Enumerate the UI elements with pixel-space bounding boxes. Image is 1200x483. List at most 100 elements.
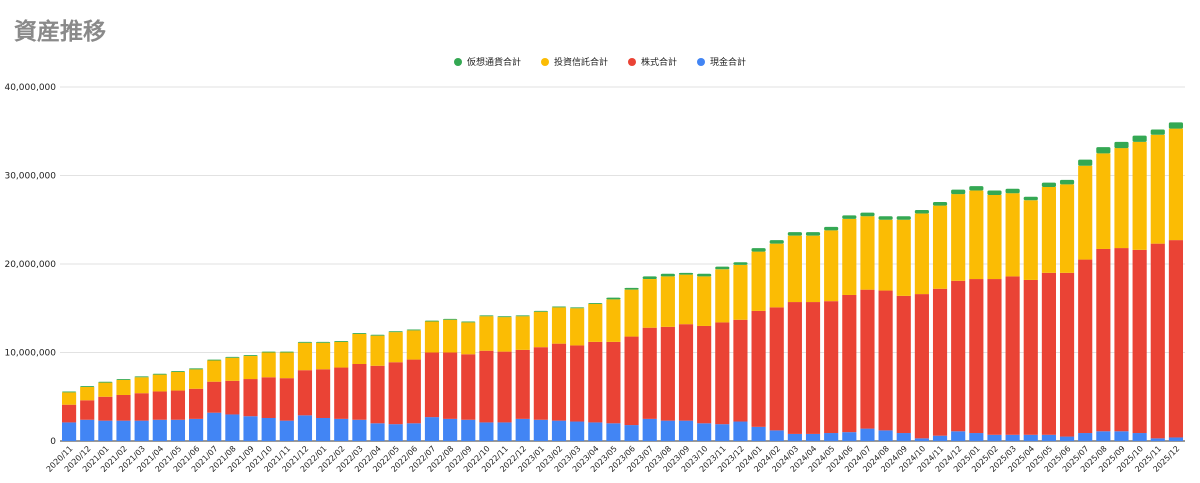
bar-segment — [969, 279, 984, 434]
bar-segment — [1168, 240, 1184, 438]
legend-label-stocks: 株式合計 — [641, 58, 678, 68]
chart-legend: 仮想通貨合計 投資信託合計 株式合計 現金合計 — [0, 55, 1200, 68]
bar-segment — [261, 351, 276, 353]
bar-segment — [497, 351, 512, 423]
bar-segment — [207, 412, 222, 441]
bar-segment — [570, 308, 585, 346]
bar-segment — [80, 419, 95, 441]
bar-segment — [406, 329, 421, 331]
bar-segment — [1096, 248, 1111, 432]
bar-segment — [443, 319, 458, 353]
bar-segment — [1114, 248, 1129, 432]
bar-segment — [61, 404, 77, 423]
legend-item-crypto: 仮想通貨合計 — [453, 55, 521, 68]
bar-segment — [588, 303, 603, 342]
bar-segment — [98, 396, 113, 421]
bar-segment — [606, 297, 621, 300]
bar-segment — [134, 377, 149, 394]
bar-segment — [515, 315, 530, 317]
bar-segment — [606, 299, 621, 342]
bar-segment — [170, 419, 186, 441]
bar-segment — [297, 415, 313, 441]
bar-segment — [733, 262, 748, 265]
legend-swatch-cash — [697, 57, 706, 66]
bar-segment — [243, 416, 258, 441]
bar-segment — [207, 359, 222, 361]
bar-segment — [878, 216, 893, 220]
bar-segment — [896, 295, 911, 434]
bar-segment — [1005, 193, 1020, 277]
bar-segment — [1132, 141, 1147, 250]
bar-segment — [170, 371, 186, 372]
bar-segment — [660, 276, 675, 327]
bar-segment — [769, 243, 784, 308]
bar-segment — [1005, 434, 1020, 441]
bar-segment — [932, 205, 948, 289]
bar-segment — [606, 423, 621, 441]
bar-segment — [533, 347, 548, 420]
bar-segment — [424, 352, 440, 418]
bar-segment — [533, 310, 548, 312]
bar-segment — [61, 391, 77, 393]
bar-segment — [316, 341, 331, 343]
bar-segment — [1132, 433, 1147, 441]
bar-segment — [1059, 272, 1075, 437]
bar-segment — [624, 336, 639, 426]
bar-segment — [1078, 433, 1093, 441]
bar-segment — [1023, 434, 1038, 441]
bar-segment — [697, 325, 712, 424]
bar-segment — [443, 352, 458, 419]
bar-segment — [334, 367, 349, 419]
bar-segment — [987, 279, 1002, 435]
bar-segment — [787, 433, 802, 441]
bar-segment — [1041, 187, 1056, 273]
bar-segment — [1114, 148, 1129, 249]
bar-segment — [642, 418, 657, 441]
bar-segment — [1132, 249, 1147, 434]
bar-segment — [697, 423, 712, 441]
bar-segment — [515, 349, 530, 419]
bar-segment — [533, 311, 548, 348]
bar-segment — [715, 269, 730, 323]
bar-segment — [914, 213, 929, 295]
bar-segment — [1114, 141, 1129, 149]
bar-segment — [279, 378, 294, 421]
bar-segment — [951, 194, 966, 281]
bar-segment — [551, 420, 567, 441]
bar-segment — [279, 352, 294, 379]
bar-segment — [261, 377, 276, 418]
bar-segment — [842, 432, 857, 441]
bar-segment — [951, 189, 966, 195]
bar-segment — [225, 380, 240, 415]
y-tick-label: 0 — [50, 437, 56, 447]
bar-segment — [116, 394, 131, 421]
bar-segment — [606, 341, 621, 424]
bar-segment — [1168, 122, 1184, 129]
bar-segment — [1150, 134, 1165, 244]
bar-segment — [1005, 276, 1020, 435]
bar-segment — [261, 352, 276, 378]
bar-segment — [969, 186, 984, 191]
bar-segment — [678, 272, 694, 275]
bar-segment — [352, 364, 367, 420]
bar-segment — [751, 248, 766, 252]
bar-segment — [370, 334, 385, 336]
bar-segment — [225, 414, 240, 441]
bar-segment — [443, 418, 458, 441]
bar-segment — [352, 333, 367, 334]
bar-segment — [588, 341, 603, 423]
bar-segment — [860, 212, 875, 217]
bar-segment — [424, 321, 440, 353]
bar-segment — [170, 371, 186, 391]
bar-segment — [316, 342, 331, 370]
bar-segment — [515, 316, 530, 350]
legend-item-funds: 投資信託合計 — [540, 55, 608, 68]
legend-label-crypto: 仮想通貨合計 — [466, 58, 521, 68]
bar-segment — [533, 419, 548, 441]
bar-segment — [678, 420, 694, 441]
bar-segment — [424, 417, 440, 441]
bar-segment — [515, 418, 530, 441]
bar-segment — [914, 210, 929, 214]
bar-segment — [134, 376, 149, 378]
bar-segment — [1023, 196, 1038, 201]
